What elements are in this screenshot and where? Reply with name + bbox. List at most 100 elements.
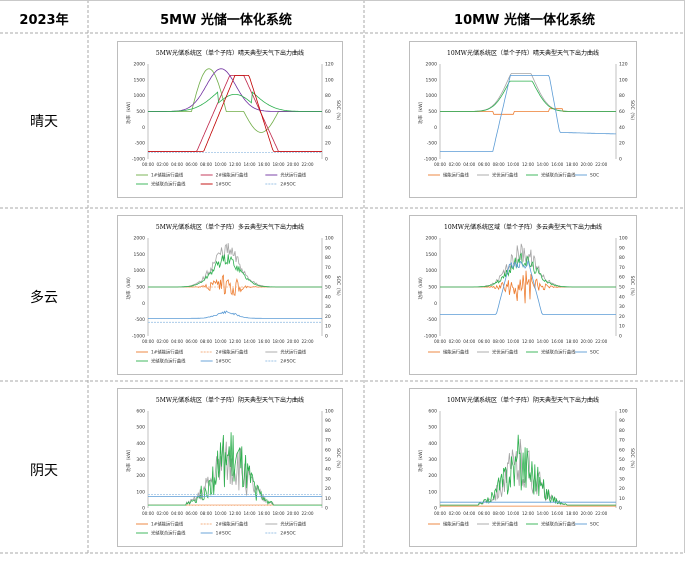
y2-tick-label: 10 <box>325 496 331 502</box>
legend-label: 储能运行曲线 <box>443 172 469 179</box>
chart-plot: 2000 1500 1000 500 0 -500 -1000 120 100 80 60 40 20 0… <box>417 62 635 179</box>
column-header-10mw: 10MW 光储一体化系统 <box>454 13 595 28</box>
x-tick-label: 02:00 <box>156 339 168 344</box>
chart-title: 10MW光储系统区（单个子阵）晴天典型天气下出力曲线 <box>447 50 599 57</box>
x-tick-label: 00:00 <box>142 162 154 167</box>
chart-5mw-overcast: 5MW光储系统区（单个子阵）阴天典型天气下出力曲线 600 500 400 300 200… <box>117 388 343 547</box>
y2-tick-label: 0 <box>325 506 328 512</box>
y-tick-label: 2000 <box>426 62 438 68</box>
y-tick-label: 200 <box>428 473 437 479</box>
x-tick-label: 08:00 <box>200 162 212 167</box>
chart-10mw-overcast: 10MW光储系统区（单个子阵）阴天典型天气下出力曲线 600 500 400 300 20… <box>409 388 637 547</box>
x-tick-label: 22:00 <box>301 339 313 344</box>
y2-tick-label: 100 <box>619 409 628 415</box>
y-tick-label: -500 <box>427 141 437 147</box>
series-pv <box>148 243 322 288</box>
chart-5mw-cloudy: 5MW光储系统区（单个子阵）多云典型天气下出力曲线 2000 1500 1000 500… <box>117 215 343 375</box>
y-tick-label: 1000 <box>426 93 438 99</box>
legend-label: 1#储能运行曲线 <box>151 349 184 356</box>
row-label-sunny: 晴天 <box>30 114 58 130</box>
y-tick-label: 1000 <box>134 268 146 274</box>
x-tick-label: 00:00 <box>142 339 154 344</box>
x-tick-label: 10:00 <box>507 511 519 516</box>
legend-label: SOC <box>590 173 599 179</box>
y2-tick-label: 70 <box>325 265 331 271</box>
x-tick-label: 14:00 <box>243 511 255 516</box>
y2-tick-label: 30 <box>325 476 331 482</box>
y-tick-label: 1000 <box>134 93 146 99</box>
x-tick-label: 06:00 <box>478 511 490 516</box>
y2-tick-label: 50 <box>325 285 331 291</box>
x-tick-label: 08:00 <box>200 339 212 344</box>
y-tick-label: 500 <box>428 285 437 291</box>
x-tick-label: 14:00 <box>537 511 549 516</box>
x-tick-label: 22:00 <box>301 511 313 516</box>
x-tick-label: 02:00 <box>449 339 461 344</box>
x-tick-label: 18:00 <box>272 339 284 344</box>
legend-label: 1#SOC <box>216 182 231 188</box>
y2-tick-label: 90 <box>619 245 625 251</box>
y2-tick-label: 40 <box>325 294 331 300</box>
chart-plot: 2000150010005000-500-1000100908070605040… <box>417 236 635 356</box>
x-tick-label: 04:00 <box>171 162 183 167</box>
y2-tick-label: 0 <box>619 157 622 163</box>
x-tick-label: 02:00 <box>449 511 461 516</box>
y2-tick-label: 60 <box>325 109 331 115</box>
x-tick-label: 10:00 <box>507 339 519 344</box>
y-tick-label: 1500 <box>426 77 438 83</box>
y2-tick-label: 90 <box>325 245 331 251</box>
chart-title: 5MW光储系统区（单个子阵）多云典型天气下出力曲线 <box>155 224 305 231</box>
y-tick-label: 500 <box>136 109 145 115</box>
y2-tick-label: 0 <box>619 506 622 512</box>
y2-tick-label: 120 <box>325 62 334 68</box>
x-tick-label: 16:00 <box>258 162 270 167</box>
x-tick-label: 06:00 <box>185 511 197 516</box>
legend-label: 光储联合运行曲线 <box>151 181 186 188</box>
y-tick-label: -1000 <box>132 334 145 340</box>
x-tick-label: 02:00 <box>156 511 168 516</box>
y-tick-label: 1000 <box>426 268 438 274</box>
y2-tick-label: 20 <box>619 486 625 492</box>
series-combined <box>440 80 616 112</box>
x-tick-label: 18:00 <box>566 339 578 344</box>
y2-axis-title: SOC（%） <box>629 276 635 299</box>
legend-label: 2#储能运行曲线 <box>216 521 249 528</box>
y2-tick-label: 80 <box>325 93 331 99</box>
y2-tick-label: 120 <box>619 62 628 68</box>
y-tick-label: 300 <box>136 457 145 463</box>
series-pv <box>440 243 616 288</box>
x-tick-label: 12:00 <box>229 339 241 344</box>
x-tick-label: 14:00 <box>537 162 549 167</box>
legend-label: 光伏运行曲线 <box>492 172 518 179</box>
y-tick-label: 600 <box>136 409 145 415</box>
y-tick-label: 500 <box>136 285 145 291</box>
series-pv <box>440 73 616 112</box>
series-storage-2 <box>148 75 322 152</box>
legend-label: 1#储能运行曲线 <box>151 172 184 179</box>
x-tick-label: 08:00 <box>493 162 505 167</box>
chart-title: 5MW光储系统区（单个子阵）阴天典型天气下出力曲线 <box>155 397 305 404</box>
y2-tick-label: 70 <box>325 438 331 444</box>
x-tick-label: 08:00 <box>493 339 505 344</box>
x-tick-label: 06:00 <box>185 339 197 344</box>
series-pv <box>440 438 616 506</box>
legend-label: 光伏运行曲线 <box>492 349 518 356</box>
y2-tick-label: 70 <box>619 265 625 271</box>
y-tick-label: 200 <box>136 473 145 479</box>
y-axis-title: 功率（kW） <box>125 99 132 124</box>
y-tick-label: 100 <box>428 489 437 495</box>
y2-tick-label: 40 <box>325 125 331 131</box>
year-header: 2023年 <box>19 13 69 28</box>
y2-tick-label: 60 <box>619 275 625 281</box>
x-tick-label: 18:00 <box>566 511 578 516</box>
x-tick-label: 08:00 <box>200 511 212 516</box>
x-tick-label: 10:00 <box>214 339 226 344</box>
x-tick-label: 12:00 <box>522 162 534 167</box>
y-tick-label: 0 <box>434 301 437 307</box>
x-tick-label: 20:00 <box>581 162 593 167</box>
y-tick-label: -1000 <box>424 157 437 163</box>
y2-tick-label: 70 <box>619 438 625 444</box>
x-tick-label: 04:00 <box>463 511 475 516</box>
y-tick-label: 0 <box>434 125 437 131</box>
y-tick-label: -500 <box>427 317 437 323</box>
